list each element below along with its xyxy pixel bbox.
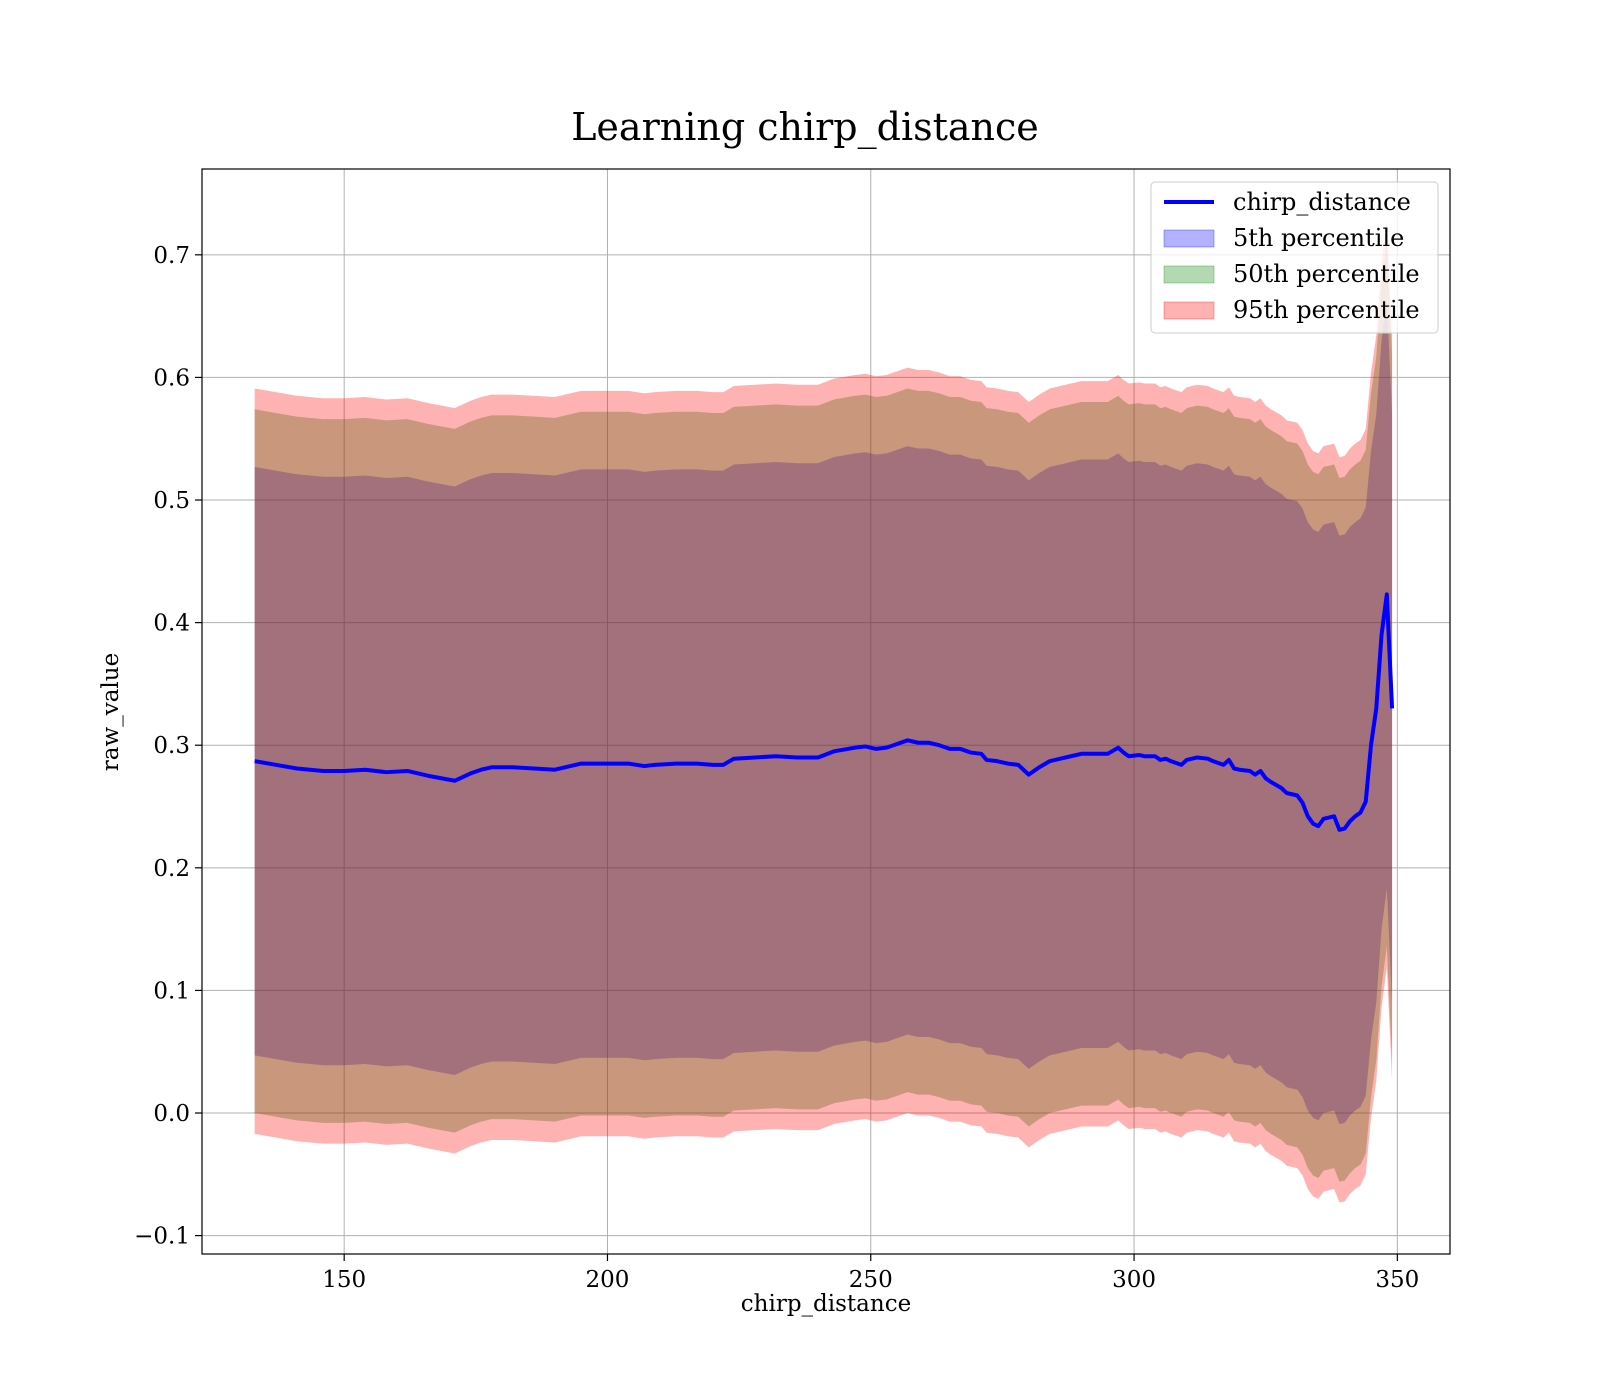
band-5th-percentile: [254, 300, 1393, 1125]
y-tick-label-8: 0.7: [153, 243, 190, 269]
y-axis-ticks: −0.1 0.0 0.1 0.2 0.3 0.4 0.5 0.6 0.7: [134, 243, 202, 1250]
x-axis-ticks: 150 200 250 300 350: [322, 1254, 1419, 1293]
legend-swatch-3: [1163, 301, 1215, 320]
legend-label-2: 50th percentile: [1233, 260, 1420, 288]
x-tick-label-0: 150: [322, 1267, 366, 1293]
y-tick-label-3: 0.2: [153, 856, 190, 882]
legend-label-1: 5th percentile: [1233, 224, 1404, 252]
legend-box: [1150, 181, 1439, 334]
legend-label-0: chirp_distance: [1233, 188, 1411, 216]
percentile-bands: [254, 221, 1393, 1203]
chart-title: Learning chirp_distance: [571, 105, 1039, 150]
x-tick-label-2: 250: [849, 1267, 893, 1293]
band-50th-percentile: [254, 242, 1393, 1182]
legend: chirp_distance 5th percentile 50th percent…: [1150, 181, 1439, 334]
legend-label-3: 95th percentile: [1233, 296, 1420, 324]
y-tick-label-4: 0.3: [153, 733, 190, 759]
plot-frame: [201, 168, 1451, 1255]
legend-swatch-2: [1163, 265, 1215, 284]
x-tick-label-4: 350: [1375, 1267, 1419, 1293]
legend-swatch-1: [1163, 229, 1215, 248]
series-line-0: [254, 592, 1395, 832]
y-tick-label-1: 0.0: [153, 1101, 190, 1127]
x-axis-label: chirp_distance: [741, 1291, 911, 1317]
y-tick-label-2: 0.1: [153, 978, 190, 1004]
grid: [202, 169, 1450, 1254]
x-tick-label-1: 200: [586, 1267, 630, 1293]
y-tick-label-0: −0.1: [134, 1224, 190, 1250]
band-95th-percentile: [254, 221, 1393, 1203]
y-axis-label: raw_value: [98, 653, 124, 771]
y-tick-label-7: 0.6: [153, 365, 190, 391]
y-tick-label-6: 0.5: [153, 488, 190, 514]
y-tick-label-5: 0.4: [153, 611, 190, 637]
x-tick-label-3: 300: [1112, 1267, 1156, 1293]
series-lines: [254, 592, 1395, 832]
